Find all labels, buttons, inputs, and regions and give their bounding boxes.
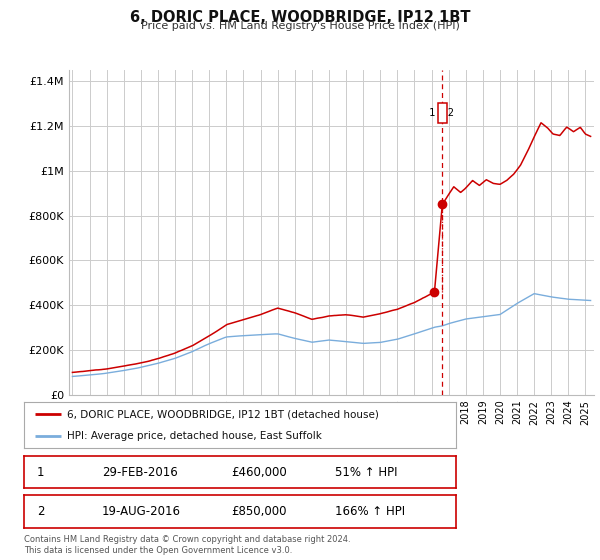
Text: 19-AUG-2016: 19-AUG-2016 bbox=[102, 505, 181, 518]
Text: Contains HM Land Registry data © Crown copyright and database right 2024.
This d: Contains HM Land Registry data © Crown c… bbox=[24, 535, 350, 555]
Text: 166% ↑ HPI: 166% ↑ HPI bbox=[335, 505, 405, 518]
Text: 6, DORIC PLACE, WOODBRIDGE, IP12 1BT (detached house): 6, DORIC PLACE, WOODBRIDGE, IP12 1BT (de… bbox=[67, 409, 379, 419]
Text: Price paid vs. HM Land Registry's House Price Index (HPI): Price paid vs. HM Land Registry's House … bbox=[140, 21, 460, 31]
Text: 29-FEB-2016: 29-FEB-2016 bbox=[102, 465, 178, 479]
Text: HPI: Average price, detached house, East Suffolk: HPI: Average price, detached house, East… bbox=[67, 431, 322, 441]
FancyBboxPatch shape bbox=[439, 103, 447, 123]
Text: £850,000: £850,000 bbox=[232, 505, 287, 518]
Text: 1: 1 bbox=[37, 465, 44, 479]
Text: 2: 2 bbox=[37, 505, 44, 518]
Text: £460,000: £460,000 bbox=[232, 465, 287, 479]
Text: 51% ↑ HPI: 51% ↑ HPI bbox=[335, 465, 398, 479]
Text: 1  2: 1 2 bbox=[429, 108, 454, 118]
Text: 6, DORIC PLACE, WOODBRIDGE, IP12 1BT: 6, DORIC PLACE, WOODBRIDGE, IP12 1BT bbox=[130, 10, 470, 25]
